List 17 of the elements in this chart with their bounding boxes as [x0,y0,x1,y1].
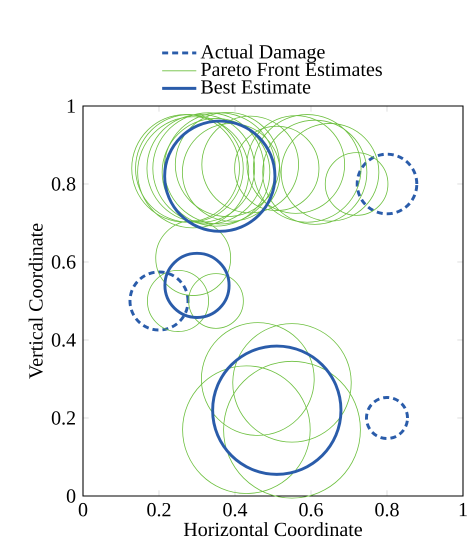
y-tick-label: 0.2 [52,411,75,425]
legend-label: Pareto Front Estimates [201,62,382,76]
y-axis-title: Vertical Coordinate [28,224,43,379]
legend-label: Best Estimate [201,80,310,94]
y-tick-label: 0.4 [52,333,76,347]
legend-label: Actual Damage [200,44,325,63]
x-tick-label: 0.6 [299,502,323,517]
y-tick-label: 0 [66,489,76,503]
x-tick-label: 0.8 [375,502,399,517]
x-tick-label: 1 [460,502,467,516]
x-tick-label: 0 [78,502,88,516]
x-tick-label: 0.2 [147,502,170,517]
y-tick-label: 0.8 [52,177,76,191]
x-tick-label: 0.4 [223,502,248,517]
x-axis-title: Horizontal Coordinate [184,522,362,536]
y-tick-label: 0.6 [52,255,76,269]
y-tick-label: 1 [68,99,75,113]
